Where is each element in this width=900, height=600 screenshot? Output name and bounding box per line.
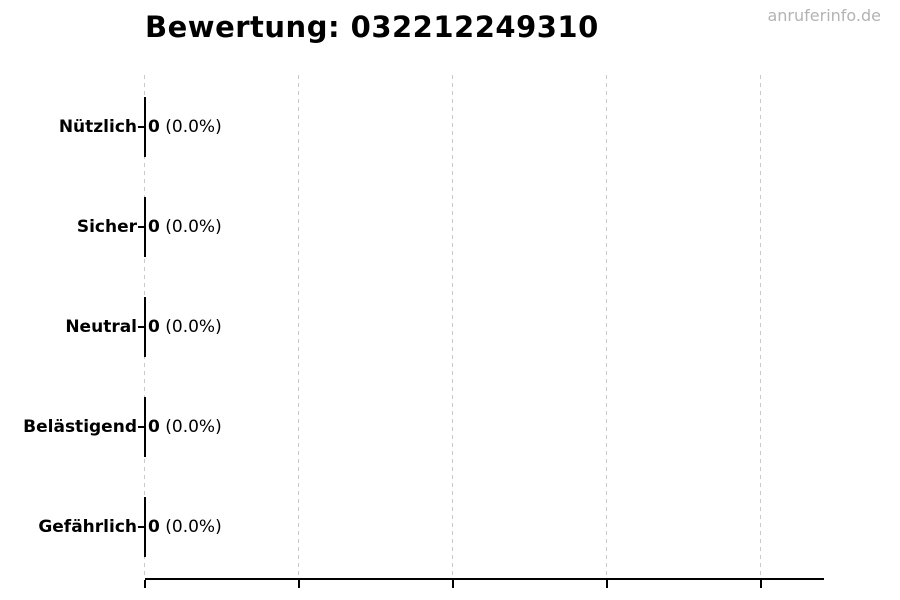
bar-zero-width [144,197,146,257]
watermark-text: anruferinfo.de [767,6,881,25]
y-tick-mark [138,226,145,228]
y-tick-mark [138,426,145,428]
y-tick-mark [138,126,145,128]
category-label: Belästigend [23,417,137,437]
category-label: Neutral [65,317,137,337]
category-label: Sicher [76,217,137,237]
y-tick-mark [138,326,145,328]
bar-percent: (0.0%) [165,417,222,437]
category-label: Gefährlich [38,517,137,537]
bar-zero-width [144,297,146,357]
bar-value-annotation: 0 (0.0%) [148,317,222,337]
bar-row: Gefährlich 0 (0.0%) [0,497,900,557]
x-tick-mark [760,580,762,588]
bar-count: 0 [148,517,160,537]
bar-zero-width [144,497,146,557]
bar-count: 0 [148,117,160,137]
gridline [298,75,299,579]
bar-count: 0 [148,217,160,237]
bar-value-annotation: 0 (0.0%) [148,117,222,137]
bar-zero-width [144,97,146,157]
bar-count: 0 [148,317,160,337]
bar-row: Neutral 0 (0.0%) [0,297,900,357]
bar-zero-width [144,397,146,457]
bar-value-annotation: 0 (0.0%) [148,417,222,437]
bar-percent: (0.0%) [165,117,222,137]
y-tick-mark [138,526,145,528]
bar-row: Nützlich 0 (0.0%) [0,97,900,157]
x-tick-mark [452,580,454,588]
bar-percent: (0.0%) [165,317,222,337]
x-tick-mark [144,580,146,588]
gridline [760,75,761,579]
category-label: Nützlich [58,117,137,137]
bar-row: Belästigend 0 (0.0%) [0,397,900,457]
bar-value-annotation: 0 (0.0%) [148,517,222,537]
bar-count: 0 [148,417,160,437]
x-tick-mark [606,580,608,588]
bar-row: Sicher 0 (0.0%) [0,197,900,257]
gridline [606,75,607,579]
bar-value-annotation: 0 (0.0%) [148,217,222,237]
x-tick-mark [298,580,300,588]
bar-percent: (0.0%) [165,517,222,537]
chart-title: Bewertung: 032212249310 [145,10,599,44]
bar-percent: (0.0%) [165,217,222,237]
gridline [452,75,453,579]
x-axis-line [145,578,824,580]
